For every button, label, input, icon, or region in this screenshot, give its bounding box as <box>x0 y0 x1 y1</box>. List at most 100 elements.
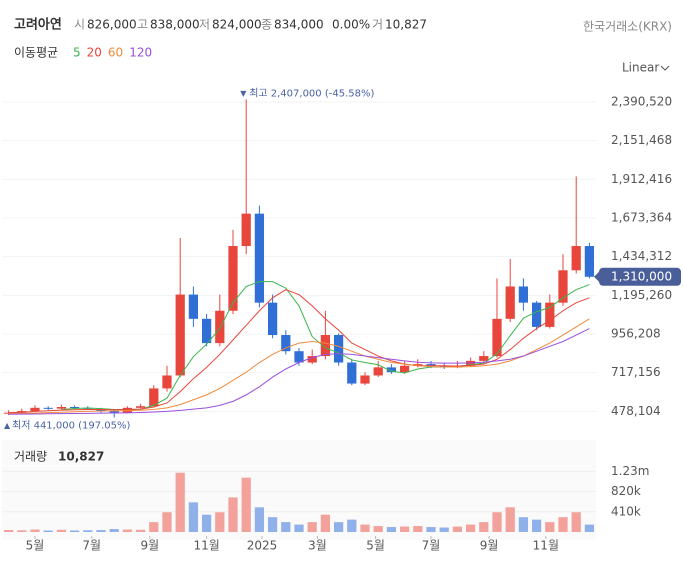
volume-bar <box>281 522 291 532</box>
candle-body <box>175 294 185 376</box>
volume-bar <box>307 522 317 532</box>
extreme-annotation: 최저 441,000 (197.05%) <box>12 419 131 431</box>
x-tick-label: 7월 <box>82 539 101 553</box>
candle-body <box>294 351 304 363</box>
volume-bar <box>399 526 410 532</box>
volume-bar <box>320 514 331 532</box>
dropdown-icon[interactable] <box>660 65 670 71</box>
ma-line <box>8 328 590 415</box>
volume-bar <box>584 524 595 532</box>
volume-bar <box>30 529 40 532</box>
candle-body <box>479 356 489 361</box>
exchange: 한국거래소(KRX) <box>583 20 672 34</box>
volume-bar <box>426 527 436 532</box>
stock-name: 고려아연 <box>14 17 62 33</box>
candle-body <box>43 407 53 409</box>
volume-bar <box>518 517 529 532</box>
candle-body <box>162 375 172 389</box>
volume-bar <box>3 530 14 532</box>
volume-bar <box>413 526 423 532</box>
volume-bar <box>43 530 53 532</box>
legend-entry: 60 <box>108 46 123 60</box>
candle-body <box>531 302 542 327</box>
candle-body <box>571 246 581 271</box>
volume-bar <box>347 519 357 532</box>
volume-bar <box>531 519 542 532</box>
low: 824,000 <box>212 18 262 32</box>
x-tick-label: 3월 <box>308 539 327 553</box>
volume-bar <box>201 514 212 532</box>
volume-bar <box>228 497 238 532</box>
candle-body <box>584 246 595 277</box>
x-tick-label: 11월 <box>193 539 219 553</box>
candle-body <box>307 356 317 363</box>
volume-bar <box>505 507 515 532</box>
legend-entry: 120 <box>129 46 152 60</box>
scale-toggle[interactable]: Linear <box>622 61 659 75</box>
high-label: 고 <box>137 18 148 32</box>
volume-bar <box>241 477 251 532</box>
annotation-arrow: ▲ <box>4 421 11 430</box>
candle-body <box>558 270 568 303</box>
volume-bar <box>56 529 67 532</box>
x-tick-label: 5월 <box>366 539 385 553</box>
y-tick-label: 820k <box>611 484 641 498</box>
x-tick-label: 2025 <box>247 539 278 553</box>
volume-bar <box>215 512 225 532</box>
x-tick-label: 9월 <box>140 539 159 553</box>
volume-bar <box>545 522 555 532</box>
y-tick-label: 1,434,312 <box>611 249 672 263</box>
y-tick-label: 717,156 <box>611 365 661 379</box>
candle-body <box>188 294 199 319</box>
candle-body <box>413 364 423 366</box>
y-tick-label: 1,912,416 <box>611 172 672 186</box>
candle-body <box>333 335 344 363</box>
y-tick-label: 410k <box>611 504 641 518</box>
change: 0.00% <box>332 18 370 32</box>
candle-body <box>215 310 225 344</box>
candle-body <box>201 318 212 344</box>
candle-body <box>30 407 40 412</box>
volume-bar <box>188 502 199 532</box>
y-tick-label: 2,390,520 <box>611 94 672 108</box>
volume-bar <box>96 530 106 532</box>
volume-bar <box>162 512 172 532</box>
candle-body <box>135 406 146 408</box>
extreme-annotation: 최고 2,407,000 (-45.58%) <box>249 87 374 99</box>
volume-bar <box>439 527 449 532</box>
candle-body <box>281 335 291 352</box>
volume-title: 거래량 <box>14 450 47 464</box>
candle-body <box>267 302 278 336</box>
annotation-arrow: ▼ <box>240 89 247 98</box>
candle-body <box>254 213 265 303</box>
candle-body <box>320 335 331 357</box>
ma-line <box>8 318 590 414</box>
x-tick-label: 7월 <box>422 539 441 553</box>
volume-bar <box>17 530 27 532</box>
y-tick-label: 1,195,260 <box>611 288 672 302</box>
legend-entry: 20 <box>87 46 102 60</box>
open: 826,000 <box>87 18 137 32</box>
volume-bar <box>149 522 159 532</box>
last-price-pointer <box>594 271 599 282</box>
candle-body <box>109 411 119 413</box>
ma-line <box>61 281 590 410</box>
candle-body <box>518 286 529 303</box>
volume-bar <box>465 524 476 532</box>
volume-bar <box>83 530 93 532</box>
volume-bar <box>558 517 568 532</box>
low-label: 저 <box>199 18 210 32</box>
high: 838,000 <box>150 18 200 32</box>
last-price-label: 1,310,000 <box>611 269 672 283</box>
volume-label: 거 <box>372 18 383 32</box>
volume-bar <box>109 529 119 532</box>
volume-last: 10,827 <box>58 450 104 464</box>
open-label: 시 <box>74 18 85 32</box>
volume: 10,827 <box>385 18 427 32</box>
candle-body <box>492 318 502 357</box>
volume-bar <box>254 507 265 532</box>
candle-body <box>426 364 436 366</box>
candle-body <box>228 246 238 311</box>
candle-body <box>241 213 251 247</box>
close-label: 종 <box>261 18 272 32</box>
